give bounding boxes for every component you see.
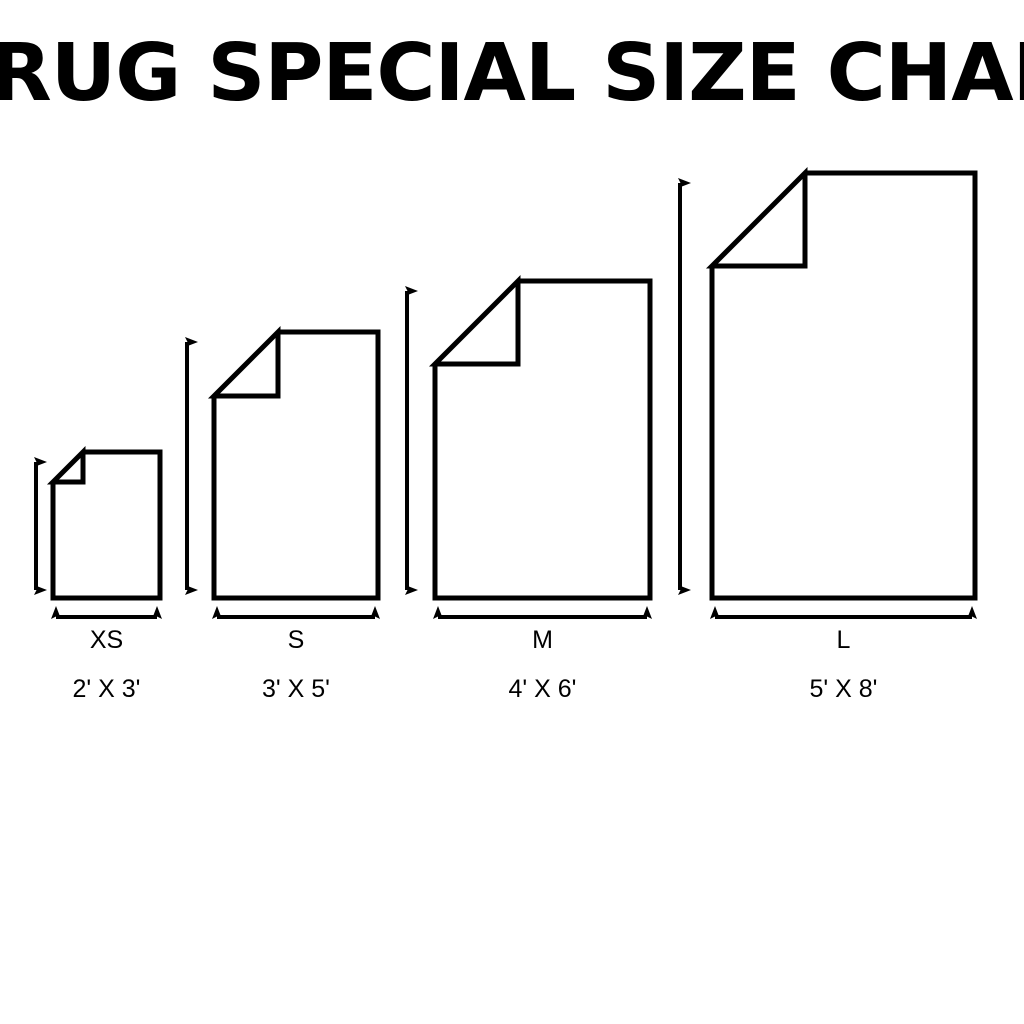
rug-size-label: M [532, 626, 553, 654]
rug-figure-xs: XS 2' X 3' [34, 445, 163, 703]
rug-dimension-label: 4' X 6' [509, 675, 577, 703]
page-title: RUG SPECIAL SIZE CHART [0, 27, 1024, 119]
rug-size-label: S [288, 626, 305, 654]
rug-outline [709, 170, 978, 601]
rug-dimension-label: 2' X 3' [73, 675, 141, 703]
rug-size-label: XS [90, 626, 123, 654]
rug-figure-s: S 3' X 5' [185, 325, 381, 703]
rug-figure-l: L 5' X 8' [678, 166, 978, 703]
rug-outline [50, 449, 163, 601]
rug-folded-corner [705, 166, 808, 269]
rug-folded-corner [207, 325, 281, 399]
rug-dimension-label: 3' X 5' [262, 675, 330, 703]
rug-dimension-label: 5' X 8' [810, 675, 878, 703]
rug-folded-corner [46, 445, 86, 485]
rug-figure-m: M 4' X 6' [405, 274, 653, 703]
rug-size-label: L [837, 626, 851, 654]
rug-folded-corner [428, 274, 521, 367]
